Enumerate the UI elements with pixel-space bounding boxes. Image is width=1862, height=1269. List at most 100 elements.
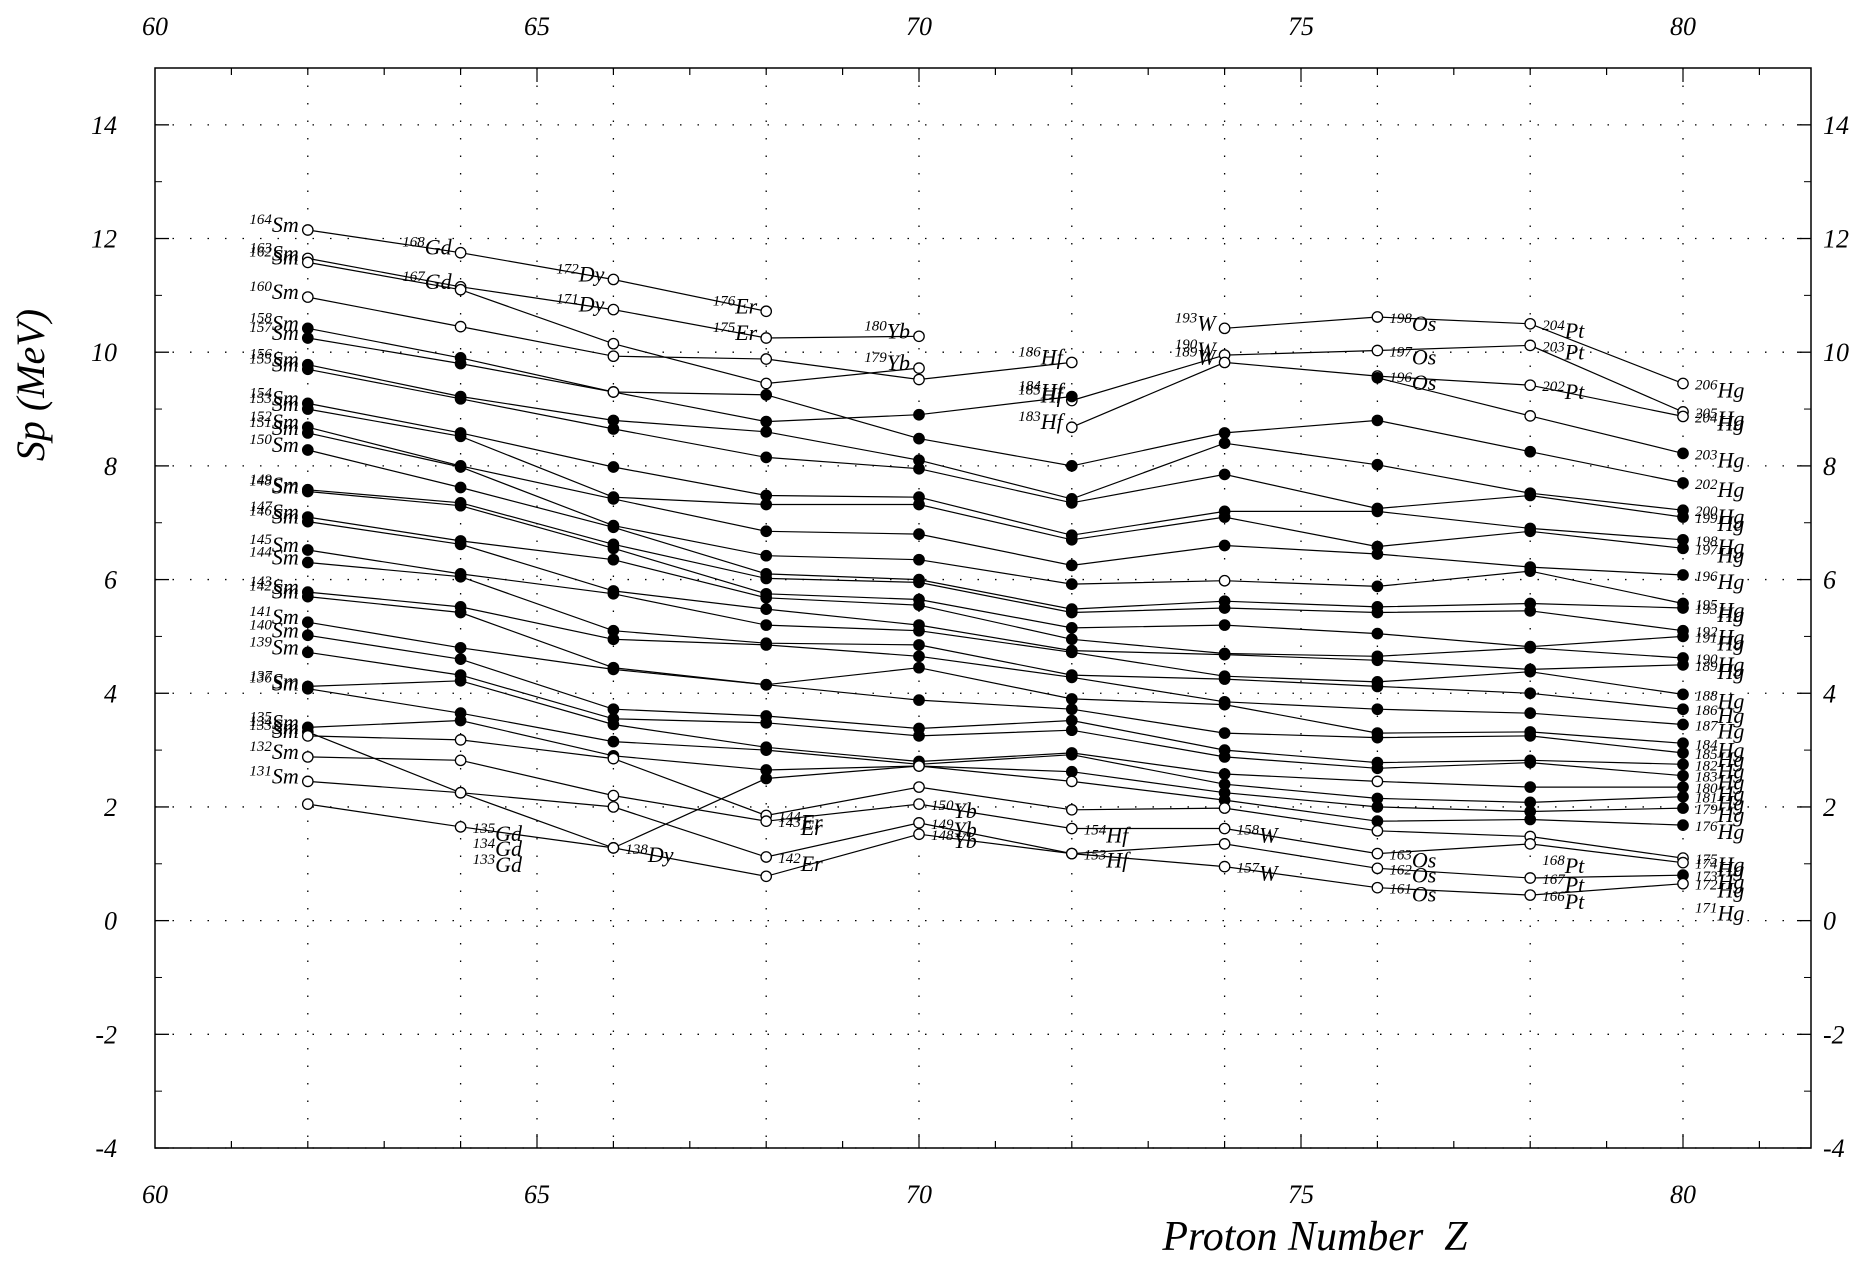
data-point-open (607, 350, 620, 363)
series-line (307, 426, 1684, 576)
series-lines (307, 229, 1684, 896)
y-tick-label: 0 (104, 907, 117, 936)
data-point-filled (1371, 458, 1384, 471)
data-point-filled (1677, 790, 1689, 803)
x-axis-title: Proton Number Z (1161, 1214, 1468, 1260)
data-point-filled (760, 744, 773, 756)
isotope-label: 154Hf (1084, 823, 1131, 848)
data-point-filled (1677, 511, 1689, 523)
isotope-label: 175Hg (1695, 852, 1744, 877)
data-point-open (760, 815, 773, 828)
data-point-filled (301, 556, 314, 569)
series-line (307, 516, 1684, 659)
data-point-open (1371, 775, 1384, 788)
x-tick-label: 70 (906, 1180, 932, 1209)
data-point-open (454, 820, 467, 833)
data-point-filled (454, 674, 467, 687)
data-point-filled (301, 544, 314, 556)
data-point-filled (301, 427, 314, 439)
isotope-label: 206Hg (1695, 377, 1744, 402)
series-line (307, 688, 1684, 804)
y-tick-label-right: -2 (1823, 1020, 1845, 1049)
data-point-filled (913, 576, 925, 589)
data-point-open (454, 754, 467, 767)
data-point-filled (1218, 698, 1231, 711)
series-line (307, 780, 1684, 879)
data-point-filled (1065, 724, 1078, 737)
data-point-filled (1677, 747, 1689, 759)
isotope-label: 197Os (1389, 345, 1436, 370)
isotope-label: 145Sm (249, 532, 298, 557)
data-point-filled (913, 694, 925, 706)
isotope-label: 162Sm (249, 244, 298, 269)
markers (301, 224, 1689, 901)
isotope-label: 176Er (713, 293, 758, 318)
data-point-open (760, 870, 773, 883)
data-point-filled (760, 425, 773, 438)
isotope-label: 149Yb (931, 817, 977, 842)
data-point-filled (760, 716, 773, 729)
x-tick-label: 65 (524, 1180, 550, 1209)
data-point-open (1677, 877, 1689, 890)
data-point-open (1524, 838, 1537, 850)
data-point-open (1218, 822, 1231, 835)
data-point-filled (760, 639, 773, 651)
data-point-filled (607, 553, 620, 566)
isotope-label: 184Hf (1018, 379, 1065, 404)
data-point-filled (1065, 671, 1078, 684)
data-point-open (454, 734, 467, 746)
isotope-label: 205Hg (1695, 406, 1744, 431)
series-line (307, 402, 1684, 541)
data-point-filled (454, 481, 467, 494)
data-point-filled (1218, 648, 1231, 661)
isotope-label: 204Hg (1695, 410, 1744, 435)
isotope-label: 150Sm (249, 432, 298, 457)
data-point-filled (607, 493, 620, 505)
isotope-label: 189Hg (1695, 659, 1744, 684)
data-point-filled (1218, 751, 1231, 763)
data-point-filled (1065, 703, 1078, 716)
data-point-open (454, 320, 467, 333)
data-point-filled (301, 629, 314, 642)
series-line (307, 229, 767, 312)
isotope-label: 185Hg (1695, 747, 1744, 772)
isotope-label: 180Yb (864, 318, 910, 343)
isotope-label: 172Dy (556, 261, 604, 286)
data-point-filled (1524, 781, 1537, 793)
data-point-filled (1677, 718, 1689, 731)
isotope-label: 187Hg (1695, 719, 1744, 744)
isotope-label: 202Hg (1695, 477, 1744, 502)
isotope-label: 155Sm (249, 351, 298, 376)
x-tick-label-top: 75 (1288, 12, 1314, 41)
series-line (307, 489, 1684, 632)
data-point-filled (1677, 569, 1689, 581)
data-point-filled (913, 624, 925, 637)
data-point-filled (1677, 658, 1689, 671)
isotope-label: 196Hg (1695, 569, 1744, 594)
isotope-label: 148Yb (931, 828, 977, 853)
series-line (307, 337, 1684, 484)
data-point-filled (1677, 819, 1689, 831)
isotope-label: 134Gd (473, 836, 523, 861)
isotope-label: 180Hg (1695, 781, 1744, 806)
data-point-open (301, 775, 314, 788)
isotope-label: 157W (1237, 861, 1280, 886)
data-point-open (913, 828, 925, 841)
data-point-open (1371, 847, 1384, 860)
data-point-filled (454, 714, 467, 727)
data-point-open (1371, 311, 1384, 323)
isotope-label: 199Hg (1695, 511, 1744, 536)
data-point-open (1371, 824, 1384, 837)
data-point-filled (301, 403, 314, 415)
data-point-filled (1065, 496, 1078, 509)
data-point-filled (913, 408, 925, 421)
series-line (307, 756, 1684, 864)
y-tick-label: 4 (104, 679, 117, 708)
isotope-label: 144Er (778, 809, 823, 834)
data-point-filled (1065, 646, 1078, 659)
data-point-filled (1065, 714, 1078, 727)
data-point-filled (301, 682, 314, 695)
isotope-label: 185Hf (1018, 383, 1065, 408)
data-point-filled (760, 525, 773, 538)
data-point-filled (1218, 768, 1231, 780)
